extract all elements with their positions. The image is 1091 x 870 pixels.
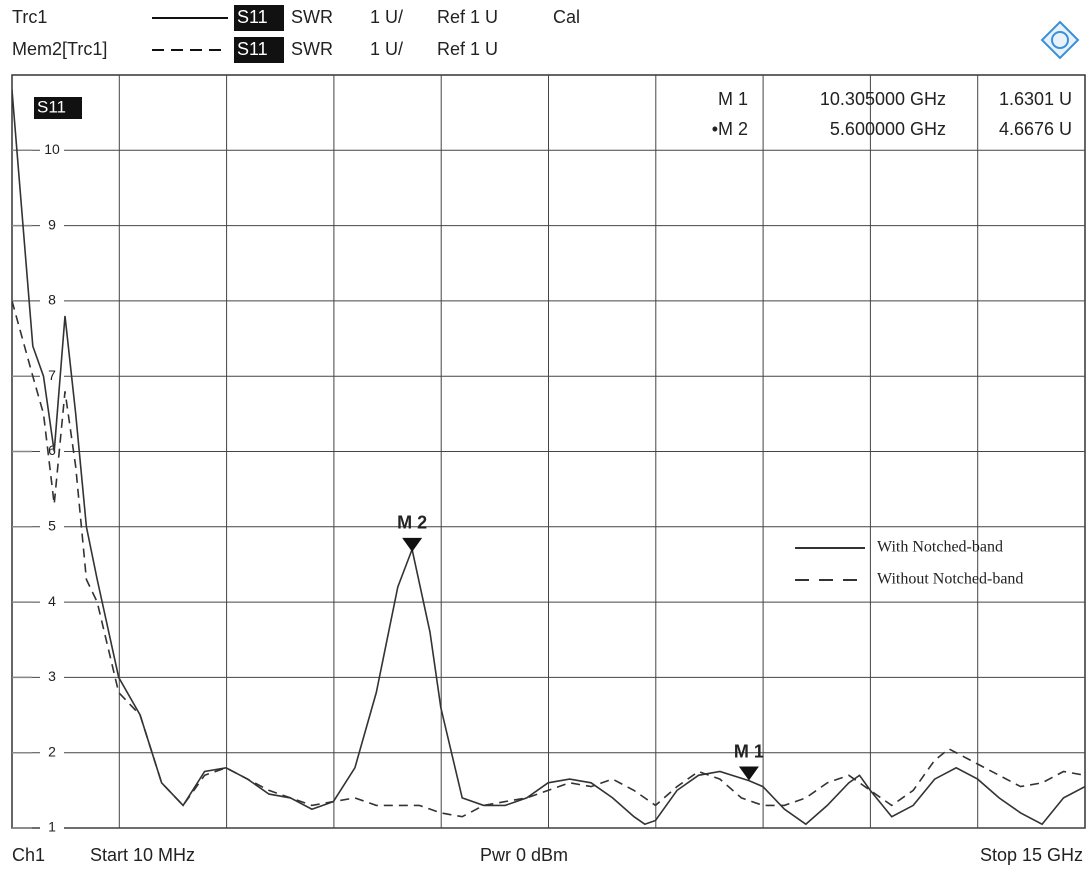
trace-line: [12, 300, 1085, 818]
trace-format: SWR: [291, 7, 333, 27]
trace-name: Trc1: [12, 7, 47, 27]
tick-label-bg: [40, 140, 64, 161]
tick-label-bg: [40, 592, 64, 613]
y-tick-label: 1: [48, 819, 56, 835]
logo: [1040, 20, 1080, 60]
footer-start: Start 10 MHz: [90, 845, 195, 865]
marker-label: M 1: [734, 741, 764, 761]
tick-label-bg: [40, 290, 64, 311]
tick-label-bg: [40, 667, 64, 688]
trace-format: SWR: [291, 39, 333, 59]
plot-label-badge: [34, 97, 82, 119]
marker-triangle: [402, 537, 423, 552]
param-badge: [234, 37, 284, 63]
marker-x-value: 5.600000 GHz: [830, 119, 946, 139]
y-tick-label: 4: [48, 593, 56, 609]
y-tick-label: 3: [48, 668, 56, 684]
marker-label: M 2: [397, 513, 427, 533]
y-tick-label: 2: [48, 743, 56, 759]
trace-ref: Ref 1 U: [437, 7, 498, 27]
footer-channel: Ch1: [12, 845, 45, 865]
y-tick-label: 7: [48, 367, 56, 383]
footer-power: Pwr 0 dBm: [480, 845, 568, 865]
trace-param: S11: [237, 7, 268, 27]
marker-list-name: M 1: [718, 89, 748, 109]
trace-ref: Ref 1 U: [437, 39, 498, 59]
tick-label-bg: [40, 516, 64, 537]
tick-label-bg: [40, 366, 64, 387]
tick-label-bg: [40, 215, 64, 236]
y-tick-label: 9: [48, 216, 56, 232]
trace-scale: 1 U/: [370, 7, 403, 27]
trace-status: Cal: [553, 7, 580, 27]
plot-label: S11: [37, 97, 66, 116]
tick-label-bg: [40, 742, 64, 763]
marker-x-value: 10.305000 GHz: [820, 89, 946, 109]
traces: [12, 90, 1085, 826]
y-tick-label: 6: [48, 442, 56, 458]
footer-stop: Stop 15 GHz: [980, 845, 1083, 865]
marker-triangle: [738, 766, 759, 781]
tick-label-bg: [40, 818, 64, 838]
y-tick-label: 8: [48, 292, 56, 308]
marker-y-value: 4.6676 U: [999, 119, 1072, 139]
marker-y-value: 1.6301 U: [999, 89, 1072, 109]
trace-name: Mem2[Trc1]: [12, 39, 107, 59]
legend-label: Without Notched-band: [877, 571, 1023, 588]
trace-scale: 1 U/: [370, 39, 403, 59]
legend-label: With Notched-band: [877, 539, 1003, 556]
y-tick-label: 5: [48, 518, 56, 534]
marker-list-name: •M 2: [712, 119, 748, 139]
param-badge: [234, 5, 284, 31]
y-tick-label: 10: [44, 141, 60, 157]
trace-param: S11: [237, 39, 268, 59]
